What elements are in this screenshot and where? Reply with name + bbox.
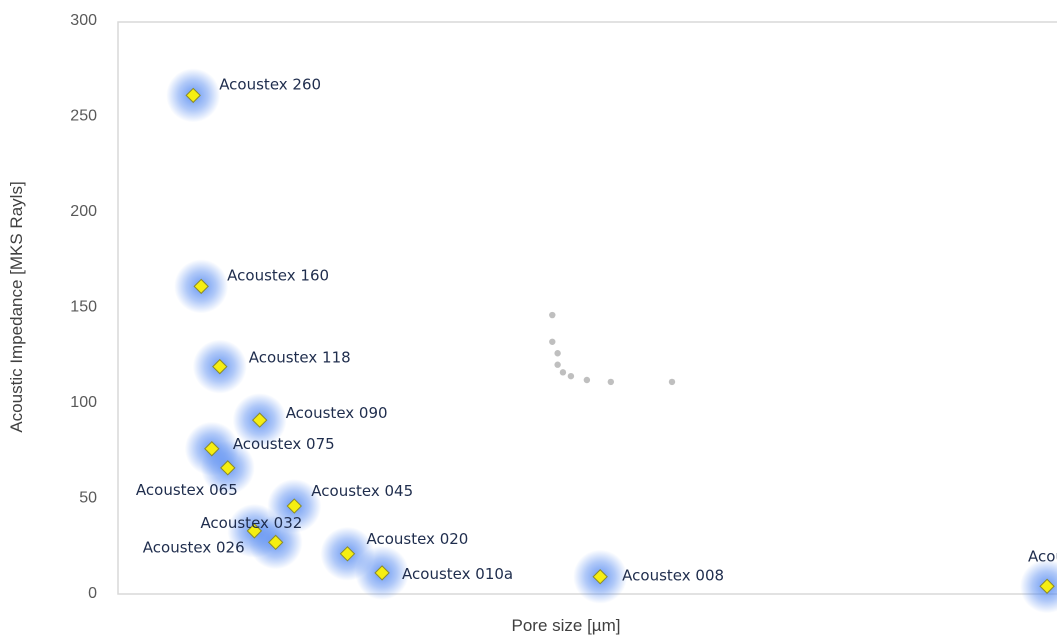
point-label: Acoustex 260 xyxy=(219,75,321,93)
y-tick-label: 250 xyxy=(70,108,97,125)
point-label: Acoustex 160 xyxy=(227,266,329,284)
y-tick-label: 100 xyxy=(70,394,97,411)
data-point-marker xyxy=(204,441,220,457)
data-point-marker xyxy=(286,498,302,514)
point-label: Acoustex 118 xyxy=(249,349,351,367)
data-point-marker xyxy=(193,278,209,295)
data-point-marker xyxy=(592,569,608,585)
point-label: Acoustex 026 xyxy=(143,538,245,556)
faint-point xyxy=(559,369,567,376)
data-point-marker xyxy=(246,523,263,539)
data-markers xyxy=(185,87,1055,594)
data-point-marker xyxy=(220,460,236,476)
y-tick-label: 300 xyxy=(70,12,97,29)
x-axis-title: Pore size [µm] xyxy=(512,616,621,635)
faint-point xyxy=(607,378,615,386)
point-label: Acoustex 003 xyxy=(1028,547,1057,565)
point-label: Acoustex 008 xyxy=(622,567,724,585)
point-label: Acoustex 075 xyxy=(233,435,335,453)
y-tick-label: 200 xyxy=(70,203,97,220)
data-point-marker xyxy=(339,546,356,562)
point-label: Acoustex 065 xyxy=(136,481,238,499)
marker-glow xyxy=(1020,559,1057,614)
data-point-marker xyxy=(1039,578,1055,594)
y-tick-label: 150 xyxy=(70,299,97,316)
faint-point xyxy=(554,361,561,368)
data-point-marker xyxy=(212,358,228,375)
point-label: Acoustex 032 xyxy=(200,514,302,532)
y-tick-label: 0 xyxy=(88,585,97,602)
y-axis-title: Acoustic Impedance [MKS Rayls] xyxy=(7,181,26,432)
point-labels: Acoustex 260 Acoustex 160 Acoustex 118 Acou… xyxy=(136,75,1057,584)
faint-points xyxy=(549,311,676,386)
faint-point xyxy=(549,311,556,319)
data-point-marker xyxy=(185,87,201,104)
faint-point xyxy=(668,378,676,386)
y-tick-label: 50 xyxy=(79,490,97,507)
point-label: Acoustex 090 xyxy=(286,404,388,422)
point-label: Acoustex 045 xyxy=(311,482,413,500)
point-label: Acoustex 010a xyxy=(402,565,513,583)
point-label: Acoustex 020 xyxy=(366,530,468,548)
y-axis-ticks: 0 50 100 150 200 250 300 xyxy=(70,12,97,602)
faint-point xyxy=(554,350,561,357)
faint-point xyxy=(549,338,556,345)
faint-point xyxy=(583,376,591,384)
faint-point xyxy=(567,372,575,380)
data-point-marker xyxy=(267,534,284,551)
data-point-marker xyxy=(374,565,390,581)
data-point-marker xyxy=(251,412,268,428)
